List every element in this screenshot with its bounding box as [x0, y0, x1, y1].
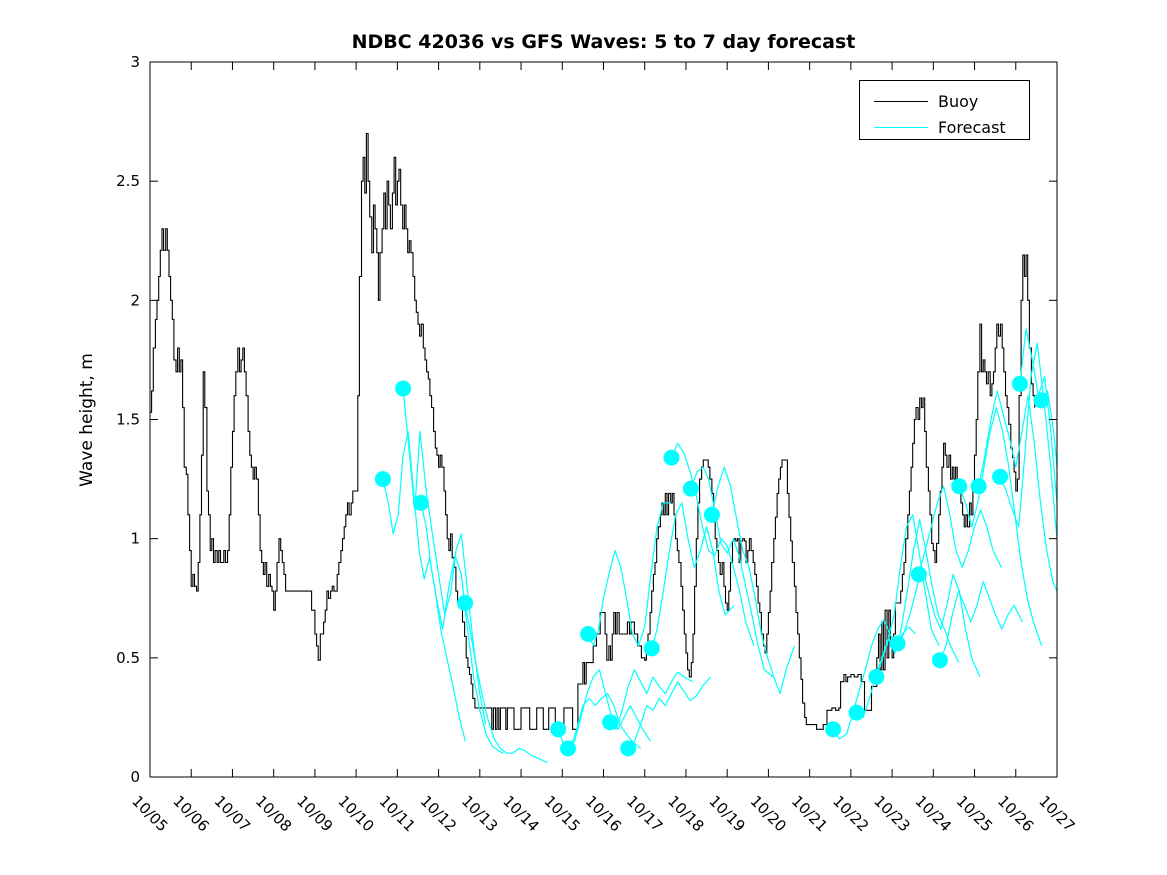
- plot-box: [149, 61, 1058, 778]
- forecast-segment: [999, 342, 1058, 539]
- forecast-segment: [627, 676, 712, 749]
- forecast-marker: [889, 635, 906, 652]
- y-tick-label: 3: [130, 53, 140, 71]
- legend-row-forecast: Forecast: [860, 114, 1029, 140]
- buoy-line: [150, 132, 1036, 730]
- forecast-marker: [1011, 375, 1028, 392]
- forecast-segment: [567, 669, 652, 749]
- forecast-segment: [382, 430, 466, 742]
- x-tick-label: 10/13: [458, 792, 501, 835]
- x-tick-label: 10/22: [829, 792, 872, 835]
- forecast-segment: [587, 502, 671, 647]
- y-tick-label: 1.5: [116, 411, 140, 429]
- forecast-marker: [620, 740, 637, 757]
- forecast-segment: [918, 485, 1002, 575]
- legend-label-forecast: Forecast: [938, 117, 1006, 137]
- forecast-marker: [868, 668, 885, 685]
- x-tick-label: 10/26: [994, 792, 1037, 835]
- forecast-segment: [651, 502, 735, 649]
- forecast-segment: [856, 514, 940, 719]
- forecast-marker: [560, 740, 576, 757]
- forecast-marker: [992, 468, 1009, 485]
- forecast-segment: [420, 502, 504, 754]
- x-tick-label: 10/11: [376, 792, 419, 835]
- x-tick-label: 10/27: [1035, 792, 1078, 835]
- forecast-segment: [978, 390, 1058, 592]
- forecast-segment: [939, 580, 1023, 661]
- x-tick-label: 10/24: [912, 792, 955, 835]
- buoy-line-swatch: [874, 100, 928, 102]
- x-tick-label: 10/14: [499, 792, 542, 835]
- forecast-segment: [958, 407, 1043, 647]
- forecast-marker: [682, 480, 699, 497]
- x-tick-label: 10/09: [293, 792, 336, 835]
- x-tick-label: 10/05: [128, 792, 171, 835]
- x-tick-label: 10/06: [169, 792, 212, 835]
- forecast-segment: [670, 442, 755, 647]
- forecast-marker: [703, 506, 720, 523]
- forecast-segment: [896, 566, 981, 678]
- forecast-segment: [557, 692, 641, 750]
- forecast-segment: [711, 466, 795, 695]
- forecast-marker: [848, 704, 865, 721]
- forecast-marker: [643, 640, 660, 657]
- x-tick-label: 10/16: [582, 792, 625, 835]
- legend-row-buoy: Buoy: [860, 88, 1029, 114]
- x-tick-label: 10/17: [623, 792, 666, 835]
- forecast-segment: [832, 619, 917, 740]
- forecast-segment: [464, 602, 548, 764]
- forecast-marker: [412, 494, 429, 511]
- forecast-marker: [457, 595, 473, 611]
- x-tick-label: 10/21: [788, 792, 831, 835]
- forecast-marker: [1033, 392, 1050, 409]
- forecast-marker: [395, 380, 412, 397]
- x-tick-label: 10/08: [252, 792, 295, 835]
- x-tick-label: 10/25: [953, 792, 996, 835]
- x-tick-label: 10/20: [747, 792, 790, 835]
- chart-title: NDBC 42036 vs GFS Waves: 5 to 7 day fore…: [351, 31, 856, 53]
- forecast-marker: [663, 449, 680, 466]
- x-tick-label: 10/23: [870, 792, 913, 835]
- legend-label-buoy: Buoy: [938, 91, 979, 111]
- x-tick-label: 10/18: [664, 792, 707, 835]
- x-tick-label: 10/15: [541, 792, 584, 835]
- x-tick-label: 10/19: [705, 792, 748, 835]
- forecast-marker: [970, 478, 987, 495]
- y-tick-label: 0.5: [116, 649, 140, 667]
- y-tick-label: 2.5: [116, 172, 140, 190]
- x-tick-label: 10/12: [417, 792, 460, 835]
- forecast-line-swatch: [874, 126, 928, 128]
- forecast-marker: [550, 721, 567, 738]
- y-axis-label: Wave height, m: [77, 353, 97, 487]
- forecast-segment: [690, 466, 774, 678]
- x-tick-label: 10/10: [334, 792, 377, 835]
- forecast-marker: [580, 626, 597, 642]
- forecast-marker: [910, 566, 927, 583]
- forecast-segment: [609, 669, 693, 730]
- y-tick-label: 1: [130, 530, 140, 548]
- forecast-marker: [602, 714, 619, 731]
- y-tick-label: 2: [130, 291, 140, 309]
- forecast-marker: [825, 721, 842, 738]
- forecast-marker: [374, 471, 391, 488]
- x-tick-label: 10/07: [211, 792, 254, 835]
- y-tick-label: 0: [130, 768, 140, 786]
- legend-box: Buoy Forecast: [859, 80, 1030, 140]
- forecast-marker: [951, 478, 968, 495]
- forecast-segment: [875, 518, 960, 678]
- forecast-marker: [931, 652, 948, 669]
